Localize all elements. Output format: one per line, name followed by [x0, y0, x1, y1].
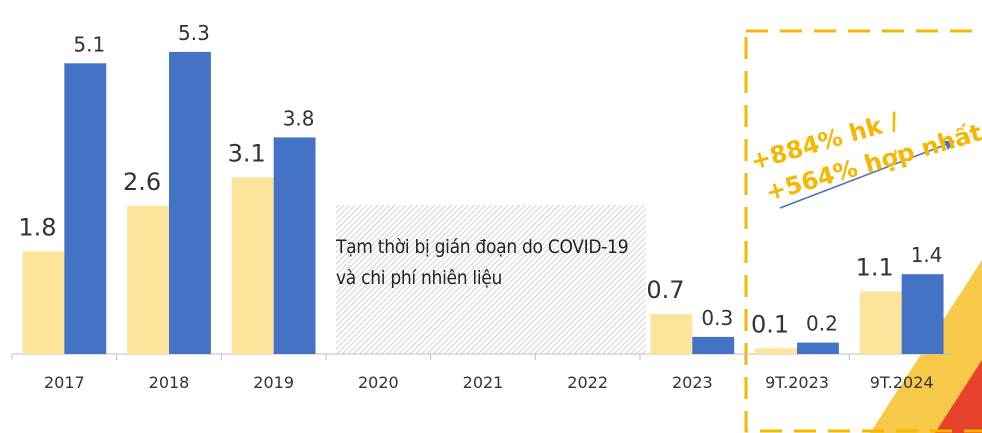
x-tick-label: 2021	[463, 373, 504, 392]
data-label: 5.3	[178, 21, 210, 45]
data-label: 3.1	[228, 139, 266, 167]
bar	[64, 63, 106, 354]
x-tick-label: 2018	[149, 373, 190, 392]
bar	[127, 206, 169, 354]
bar	[692, 337, 734, 354]
data-label: 0.3	[701, 306, 733, 330]
x-tick-label: 2019	[253, 373, 294, 392]
x-tick-label: 2023	[672, 373, 713, 392]
data-label: 1.8	[18, 213, 56, 241]
bar	[650, 314, 692, 354]
bar	[169, 52, 211, 354]
data-label: 5.1	[73, 32, 105, 56]
annotation: Tạm thời bị gián đoạn do COVID-19 và chi…	[336, 232, 641, 294]
x-tick-label: 2020	[358, 373, 399, 392]
data-label: 0.7	[646, 276, 684, 304]
x-tick-label: 9T.2023	[765, 373, 829, 392]
bar	[22, 251, 64, 354]
bar	[860, 291, 902, 354]
bar	[274, 137, 316, 354]
bar	[797, 343, 839, 354]
data-label: 0.2	[806, 312, 838, 336]
data-label: 3.8	[283, 106, 315, 130]
data-label: 1.1	[856, 253, 894, 281]
x-tick-label: 9T.2024	[870, 373, 934, 392]
bar	[232, 177, 274, 354]
bar	[755, 348, 797, 354]
chart: Tạm thời bị gián đoạn do COVID-19 và chi…	[0, 0, 982, 433]
data-label: 0.1	[751, 310, 789, 338]
data-label: 2.6	[123, 168, 161, 196]
bar	[902, 274, 944, 354]
x-tick-label: 2022	[567, 373, 608, 392]
data-label: 1.4	[911, 243, 943, 267]
x-tick-label: 2017	[44, 373, 85, 392]
annotation-box: Tạm thời bị gián đoạn do COVID-19 và chi…	[336, 232, 641, 342]
